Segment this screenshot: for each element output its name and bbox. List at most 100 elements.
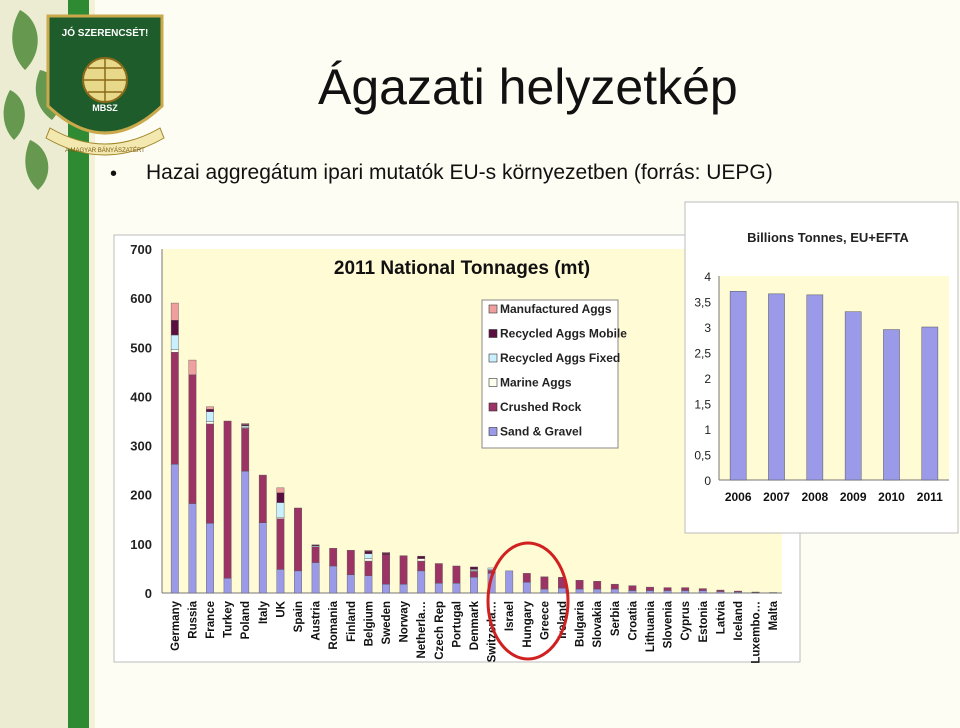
bar-segment [364, 575, 373, 594]
bar-segment [258, 522, 267, 594]
leaf-decoration [3, 10, 62, 190]
inset-y-tick-label: 2,5 [694, 347, 711, 361]
bar-segment [610, 588, 619, 594]
main-chart-title: 2011 National Tonnages (mt) [334, 258, 590, 279]
legend-swatch [488, 329, 498, 338]
bar-segment [681, 587, 690, 591]
legend-swatch [488, 353, 498, 363]
bar-segment [646, 590, 654, 594]
bar-segment [329, 548, 338, 567]
bar-segment [716, 591, 725, 594]
main-x-tick-label: Slovakia [592, 600, 604, 647]
legend-label: Sand & Gravel [500, 425, 582, 439]
bar-segment [241, 423, 250, 425]
bar-segment [470, 577, 478, 594]
legend-swatch [488, 378, 498, 387]
bar-segment [241, 424, 250, 427]
main-x-tick-label: Belgium [363, 601, 375, 646]
main-x-tick-label: Poland [240, 601, 252, 639]
main-x-tick-label: Switzerla… [487, 601, 499, 662]
bar-segment [346, 550, 355, 576]
bar-segment [452, 582, 461, 594]
bar-segment [241, 425, 250, 428]
bar-segment [382, 554, 390, 585]
inset-y-tick-label: 0,5 [694, 449, 711, 463]
inset-y-tick-label: 1 [704, 423, 711, 437]
bar-segment [170, 320, 179, 336]
main-x-tick-label: Cyprus [680, 601, 692, 641]
bar-segment [364, 553, 373, 559]
inset-bar [883, 329, 900, 481]
main-y-tick-label: 500 [130, 340, 152, 355]
bar-segment [698, 590, 707, 594]
inset-y-tick-label: 3,5 [694, 296, 711, 310]
bar-segment [188, 503, 197, 594]
main-x-tick-label: Denmark [469, 600, 481, 650]
green-stripe [68, 0, 89, 728]
bar-segment [434, 563, 443, 584]
inset-x-tick-label: 2008 [801, 490, 828, 504]
legend-swatch [488, 304, 498, 314]
bullet-icon: • [110, 163, 118, 185]
bar-segment [487, 573, 496, 594]
inset-x-tick-label: 2010 [878, 490, 905, 504]
bar-segment [241, 427, 250, 429]
inset-x-tick-label: 2009 [840, 490, 867, 504]
main-x-tick-label: Romania [328, 600, 340, 649]
bar-segment [258, 474, 267, 523]
inset-x-tick-label: 2011 [917, 490, 943, 504]
bar-segment [417, 555, 426, 559]
legend-label: Recycled Aggs Fixed [500, 351, 620, 365]
bar-segment [364, 550, 373, 552]
main-x-tick-label: Latvia [715, 600, 727, 634]
bar-segment [734, 590, 742, 593]
main-x-tick-label: France [205, 601, 217, 639]
main-x-tick-label: Russia [187, 600, 199, 638]
bar-segment [223, 578, 232, 594]
inset-y-tick-label: 0 [704, 474, 711, 488]
bar-segment [663, 587, 672, 591]
bar-segment [452, 565, 461, 584]
inset-y-tick-label: 1,5 [694, 398, 711, 412]
bar-segment [399, 555, 408, 585]
bar-segment [276, 502, 285, 518]
bar-segment [241, 428, 250, 472]
inset-x-tick-label: 2007 [763, 490, 790, 504]
bar-segment [364, 560, 373, 576]
bar-segment [364, 551, 373, 554]
bar-segment [575, 580, 584, 590]
main-x-tick-label: Israel [504, 601, 516, 631]
bar-segment [487, 570, 496, 574]
inset-title: Billions Tonnes, EU+EFTA [747, 230, 909, 245]
logo-abbr: MBSZ [92, 103, 118, 113]
main-x-tick-label: Germany [170, 600, 182, 650]
main-x-tick-label: Lithuania [645, 600, 657, 652]
logo-ribbon: A MAGYAR BÁNYÁSZATÉRT [65, 147, 145, 154]
bar-segment [329, 565, 338, 594]
bar-segment [399, 583, 408, 594]
main-x-tick-label: Malta [768, 600, 780, 630]
main-x-tick-label: Sweden [381, 601, 393, 644]
bar-segment [382, 552, 390, 554]
bar-segment [434, 582, 443, 594]
main-y-tick-label: 100 [130, 537, 152, 552]
main-x-tick-label: Luxembo… [751, 601, 763, 664]
bar-segment [487, 569, 496, 571]
main-chart-frame [113, 234, 801, 663]
main-y-tick-label: 0 [145, 586, 152, 601]
main-x-tick-label: Czech Rep [434, 601, 446, 660]
bar-segment [311, 544, 320, 547]
inset-bar [921, 326, 939, 481]
main-x-tick-label: Spain [293, 601, 305, 632]
bar-segment [593, 588, 602, 594]
inset-y-tick-label: 3 [704, 321, 711, 335]
bar-segment [364, 558, 373, 562]
bar-segment [646, 586, 654, 591]
bar-segment [751, 591, 760, 593]
bar-segment [663, 590, 672, 594]
main-x-tick-label: Hungary [522, 600, 534, 647]
main-x-tick-label: Italy [258, 600, 270, 624]
bar-segment [346, 574, 355, 594]
legend-box [481, 299, 619, 449]
logo-motto: JÓ SZERENCSÉT! [62, 26, 149, 39]
